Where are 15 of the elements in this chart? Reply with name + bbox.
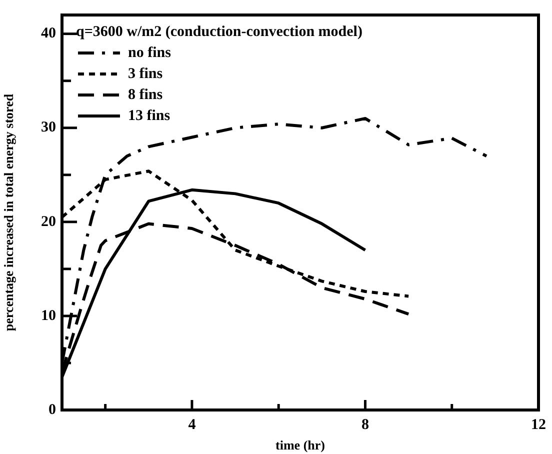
x-tick-label: 4 [188, 416, 196, 433]
y-axis-title: percentage increased in total energy stored [1, 93, 16, 332]
x-axis-title: time (hr) [276, 438, 325, 453]
text: q=3600 w/m2 (conduction-convection model) [76, 24, 362, 40]
legend-label: 8 fins [128, 86, 163, 103]
y-tick-label: 40 [41, 26, 56, 42]
y-tick-label: 30 [41, 120, 56, 136]
y-tick-label: 10 [41, 308, 56, 324]
y-tick-label: 0 [48, 402, 56, 418]
x-tick-label: 8 [361, 416, 369, 433]
y-tick-label: 20 [41, 214, 56, 230]
legend-label: no fins [128, 44, 172, 61]
x-tick-label: 12 [531, 416, 546, 433]
legend-label: 13 fins [128, 108, 170, 124]
legend-label: 3 fins [128, 66, 163, 82]
